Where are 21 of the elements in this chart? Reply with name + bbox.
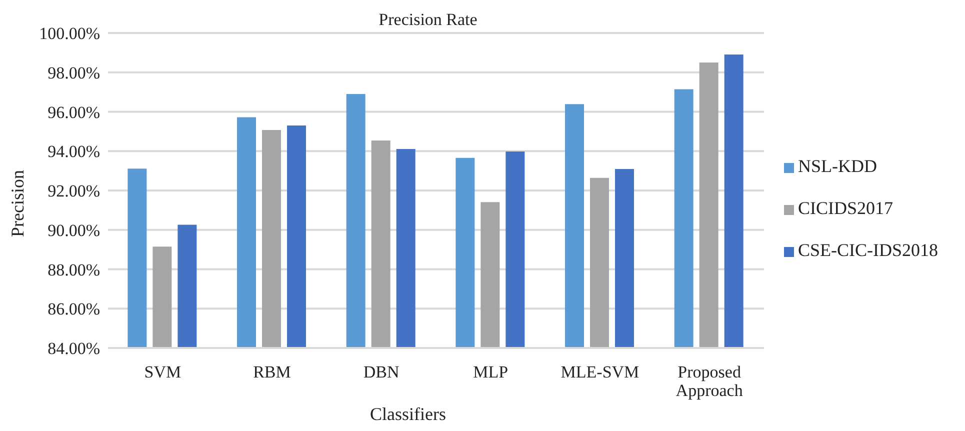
x-tick-label: RBM — [253, 362, 291, 382]
x-tick-label: DBN — [363, 362, 400, 382]
x-tick-label: MLE-SVM — [560, 362, 640, 382]
legend-label: NSL-KDD — [798, 156, 877, 176]
chart-title: Precision Rate — [378, 10, 478, 30]
legend-label: CSE-CIC-IDS2018 — [798, 240, 938, 260]
y-tick-label: 96.00% — [48, 102, 100, 122]
y-tick-label: 88.00% — [48, 260, 100, 280]
legend-label: CICIDS2017 — [798, 198, 893, 218]
y-tick-label: 84.00% — [48, 339, 100, 358]
y-tick-label: 86.00% — [48, 300, 100, 319]
x-axis-title: Classifiers — [369, 404, 447, 425]
x-tick-label: Proposed Approach — [676, 362, 744, 400]
y-axis-title: Precision — [8, 169, 28, 239]
x-tick-label: SVM — [144, 362, 182, 382]
y-tick-label: 94.00% — [48, 142, 100, 162]
y-tick-label: 100.00% — [39, 24, 100, 44]
y-tick-label: 92.00% — [48, 182, 100, 201]
y-tick-label: 90.00% — [48, 220, 100, 240]
y-tick-label: 98.00% — [48, 63, 100, 82]
x-tick-label: MLP — [473, 362, 508, 382]
